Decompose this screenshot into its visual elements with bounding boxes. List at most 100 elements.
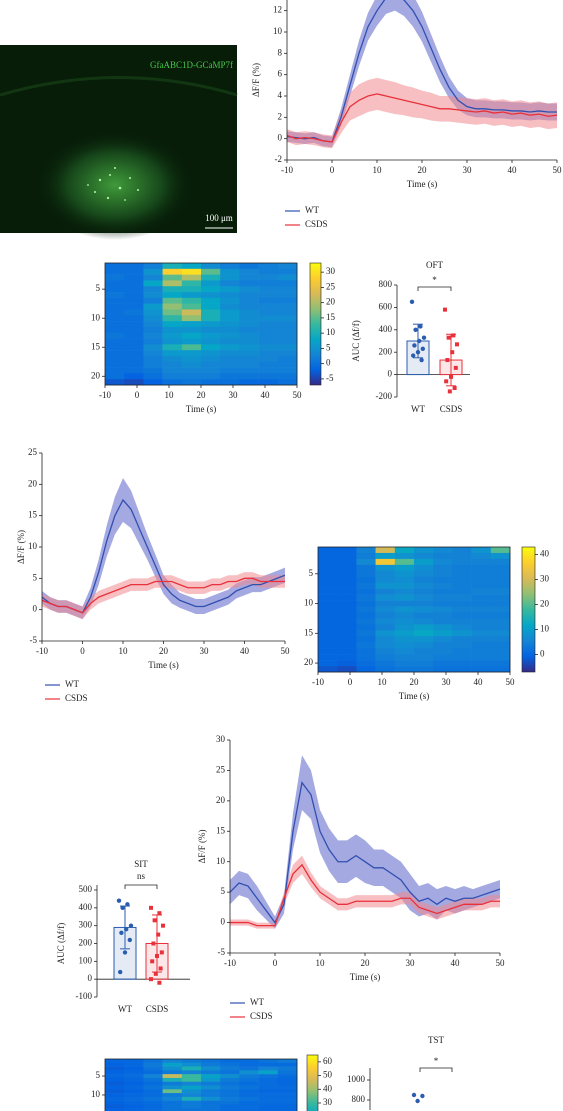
heat-cell (490, 624, 511, 631)
heat-cell (124, 1077, 144, 1083)
heat-cell (239, 338, 259, 345)
heat-cell (162, 344, 183, 351)
heat-cell (105, 350, 125, 357)
heat-cell (433, 552, 453, 560)
heat-cell (162, 263, 183, 270)
heat-cell (394, 564, 415, 572)
x-tick-label: 50 (293, 390, 303, 400)
heat-cell (201, 1081, 221, 1086)
heat-cell (452, 660, 472, 667)
heat-cell (277, 1077, 298, 1083)
heat-cell (318, 547, 338, 554)
heat-cell (181, 373, 202, 380)
data-point (122, 950, 128, 955)
heat-cell (181, 1104, 202, 1109)
heat-cell (162, 1093, 183, 1098)
heat-cell (181, 1066, 202, 1071)
y-axis-label: ΔF/F (%) (251, 63, 261, 97)
error-band (230, 755, 500, 929)
heat-cell (143, 280, 163, 287)
colorbar-tick-label: 40 (323, 1083, 333, 1093)
data-point (455, 342, 459, 347)
heat-cell (143, 350, 163, 357)
heat-cell (258, 1066, 279, 1071)
heat-cell (258, 315, 279, 322)
heat-cell (239, 326, 259, 334)
heat-cell (124, 274, 144, 281)
y-tick-label: 25 (28, 447, 38, 457)
heat-cell (337, 648, 357, 655)
data-point (128, 923, 134, 928)
heat-cell (201, 280, 221, 287)
heat-cell (124, 1100, 144, 1105)
panel-bar: 800 1000 TST * (347, 1035, 453, 1110)
data-point (155, 953, 159, 958)
heat-cell (356, 582, 376, 589)
heat-cell (318, 576, 338, 584)
heat-cell (394, 600, 415, 607)
legend-label: CSDS (250, 1011, 273, 1021)
x-tick-label: 50 (506, 677, 516, 687)
heat-cell (258, 1062, 279, 1067)
heat-cell (124, 263, 144, 270)
heat-cell (356, 606, 376, 613)
heat-cell (490, 636, 511, 643)
heat-cell (471, 570, 492, 578)
heat-cell (433, 618, 453, 625)
heat-cell (181, 274, 202, 281)
heat-cell (220, 379, 240, 386)
y-tick-label: 2 (278, 111, 283, 121)
heat-cell (433, 594, 453, 601)
x-tick-label: 10 (119, 646, 129, 656)
heat-cell (220, 1074, 240, 1079)
heat-cell (105, 1074, 125, 1079)
heat-cell (433, 600, 453, 607)
heat-cell (471, 594, 492, 601)
x-tick-label: 0 (80, 646, 85, 656)
heat-cell (105, 1081, 125, 1086)
heat-cell (143, 1100, 163, 1105)
heat-cell (471, 648, 492, 655)
heat-cell (239, 1066, 259, 1071)
heat-cell (201, 1070, 221, 1075)
heat-cell (143, 1062, 163, 1067)
data-point (118, 969, 123, 975)
heat-cell (181, 338, 202, 345)
heat-cell (239, 1093, 259, 1098)
heat-cell (181, 321, 202, 328)
heat-cell (356, 630, 376, 637)
heat-cell (318, 570, 338, 578)
y-tick-label: 20 (28, 478, 38, 488)
data-point (451, 333, 456, 338)
significance-bracket (419, 1067, 453, 1072)
heat-cell (356, 618, 376, 625)
heat-cell (414, 588, 434, 595)
heat-cell (277, 1070, 298, 1075)
heat-cell (124, 373, 144, 380)
data-point (150, 959, 155, 964)
heat-cell (258, 1074, 279, 1079)
heat-cell (337, 612, 357, 619)
heat-cell (394, 660, 415, 667)
panel-line: WT CSDS -2 0 2 4 6 8 10 12 -10 0 10 20 30 40 50 Time (s) Δ… (251, 0, 562, 229)
data-point (119, 930, 124, 935)
glow (35, 130, 195, 240)
plot-area (42, 478, 285, 620)
significance: * (434, 1056, 439, 1066)
heat-cell (181, 1085, 202, 1090)
heat-cell (124, 321, 144, 328)
heat-cell (239, 309, 259, 316)
heat-cell (124, 361, 144, 368)
y-tick-label: 0 (88, 973, 93, 983)
data-point (418, 324, 423, 329)
heat-cell (105, 309, 125, 316)
chart-title: SIT (134, 859, 148, 869)
panel-bar: -100 0 100 200 300 400 500 WT CSDS SIT ns AUC (Δf/f… (56, 859, 190, 1014)
heat-cell (318, 558, 338, 566)
heat-cell (277, 1089, 298, 1094)
heat-cell (258, 332, 279, 339)
y-tick-label: 400 (379, 324, 393, 334)
heat-cell (471, 564, 492, 572)
heat-cell (181, 326, 202, 334)
